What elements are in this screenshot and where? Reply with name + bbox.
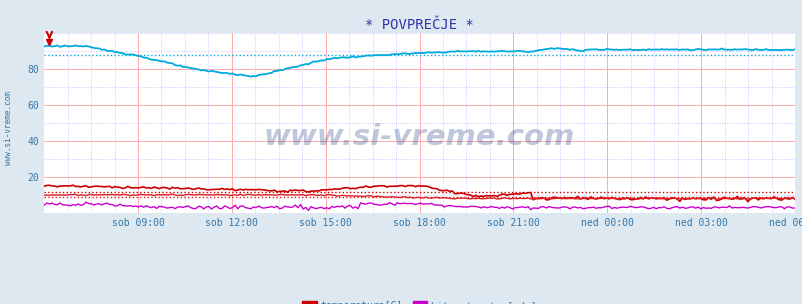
- Title: * POVPREČJE *: * POVPREČJE *: [365, 18, 473, 32]
- Legend: temperatura[C], vlaga[%], hitrost vetra[m/s], temp. rosišča[C]: temperatura[C], vlaga[%], hitrost vetra[…: [298, 297, 540, 304]
- Text: www.si-vreme.com: www.si-vreme.com: [4, 91, 14, 165]
- Text: www.si-vreme.com: www.si-vreme.com: [264, 123, 574, 151]
